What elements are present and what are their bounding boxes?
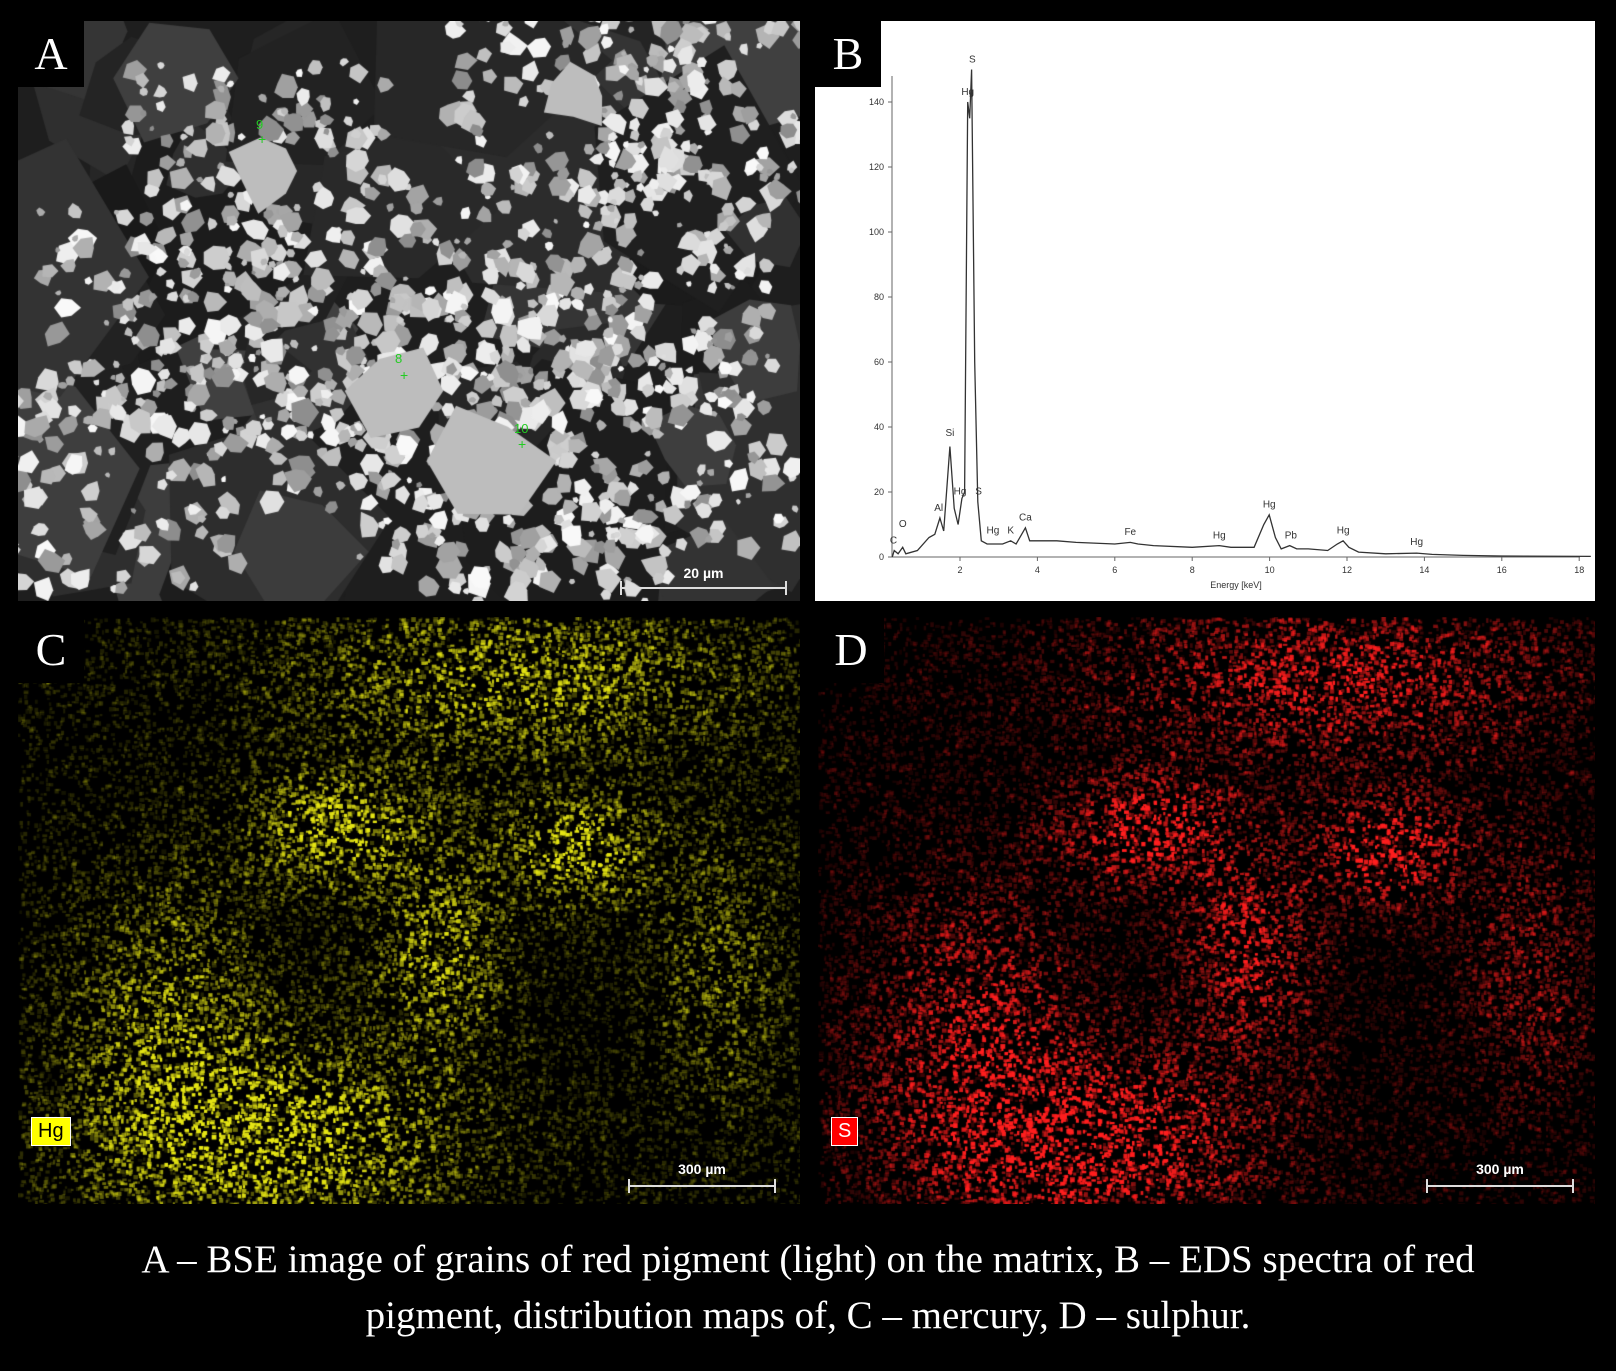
y-tick-label: 0 bbox=[879, 552, 884, 562]
y-tick-label: 40 bbox=[874, 422, 884, 432]
panel-a-bse-image: A 9 + 8 + 10 + 20 µm bbox=[18, 21, 800, 601]
peak-label-s: S bbox=[969, 54, 976, 65]
element-label-hg: Hg bbox=[31, 1117, 71, 1146]
y-tick-label: 140 bbox=[869, 97, 884, 107]
x-tick-label: 2 bbox=[957, 565, 962, 575]
peak-label-fe: Fe bbox=[1124, 527, 1136, 538]
peak-label-c: C bbox=[890, 535, 897, 546]
scale-bar: 300 µm bbox=[1426, 1161, 1574, 1193]
x-tick-label: 18 bbox=[1574, 565, 1584, 575]
panel-label-a: A bbox=[18, 21, 84, 87]
x-tick-label: 12 bbox=[1342, 565, 1352, 575]
peak-label-ca: Ca bbox=[1019, 513, 1032, 524]
panel-label-d: D bbox=[818, 617, 884, 683]
eds-spectrum-chart: 0 20 40 60 80 100 120 140 2 4 6 8 10 12 14 16 18 Energy [… bbox=[869, 54, 1591, 590]
peak-label-hg: Hg bbox=[1410, 537, 1423, 548]
sulphur-distribution-map bbox=[818, 617, 1595, 1204]
crosshair-icon: + bbox=[518, 436, 527, 452]
panel-b-eds-spectrum: 0 20 40 60 80 100 120 140 2 4 6 8 10 12 14 16 18 Energy [… bbox=[815, 21, 1595, 601]
peak-label-hg: Hg bbox=[1337, 526, 1350, 537]
point-marker-label: 8 bbox=[395, 351, 403, 366]
x-tick-label: 6 bbox=[1112, 565, 1117, 575]
caption-line-1: A – BSE image of grains of red pigment (… bbox=[141, 1238, 1475, 1281]
scale-bar: 300 µm bbox=[628, 1161, 776, 1193]
x-tick-label: 10 bbox=[1265, 565, 1275, 575]
scale-bar-label: 20 µm bbox=[683, 565, 724, 581]
peak-label-si: Si bbox=[945, 428, 954, 439]
peak-label-k: K bbox=[1007, 526, 1014, 537]
peak-label-s: S bbox=[975, 487, 982, 498]
crosshair-icon: + bbox=[258, 131, 267, 147]
panel-c-mercury-map: C Hg 300 µm bbox=[18, 617, 800, 1204]
x-tick-label: 14 bbox=[1419, 565, 1429, 575]
element-label-s: S bbox=[831, 1117, 859, 1146]
figure-caption: A – BSE image of grains of red pigment (… bbox=[0, 1232, 1616, 1344]
y-tick-label: 120 bbox=[869, 162, 884, 172]
mercury-distribution-map bbox=[18, 617, 800, 1204]
bse-micrograph bbox=[18, 21, 800, 601]
peak-label-al: Al bbox=[934, 503, 943, 514]
y-tick-label: 100 bbox=[869, 227, 884, 237]
x-tick-label: 8 bbox=[1190, 565, 1195, 575]
crosshair-icon: + bbox=[400, 367, 409, 383]
peak-label-hg: Hg bbox=[986, 526, 999, 537]
scale-bar-label: 300 µm bbox=[678, 1161, 726, 1177]
y-tick-label: 80 bbox=[874, 292, 884, 302]
panel-label-b: B bbox=[815, 21, 881, 87]
peak-label-hg: Hg bbox=[954, 487, 967, 498]
x-tick-label: 16 bbox=[1497, 565, 1507, 575]
panel-d-sulphur-map: D S 300 µm bbox=[818, 617, 1595, 1204]
panel-label-c: C bbox=[18, 617, 84, 683]
caption-line-2: pigment, distribution maps of, C – mercu… bbox=[365, 1294, 1251, 1337]
scale-bar-label: 300 µm bbox=[1476, 1161, 1524, 1177]
point-marker-label: 9 bbox=[256, 117, 264, 132]
scale-bar: 20 µm bbox=[620, 565, 787, 595]
x-axis-label: Energy [keV] bbox=[1210, 580, 1262, 590]
peak-label-hg: Hg bbox=[1263, 500, 1276, 511]
peak-label-o: O bbox=[899, 519, 907, 530]
point-marker-label: 10 bbox=[514, 421, 529, 436]
y-tick-label: 60 bbox=[874, 357, 884, 367]
spectrum-line bbox=[891, 69, 1591, 558]
x-tick-label: 4 bbox=[1035, 565, 1040, 575]
peak-label-pb: Pb bbox=[1285, 530, 1298, 541]
y-tick-label: 20 bbox=[874, 487, 884, 497]
peak-label-hg: Hg bbox=[961, 87, 974, 98]
peak-label-hg: Hg bbox=[1213, 530, 1226, 541]
